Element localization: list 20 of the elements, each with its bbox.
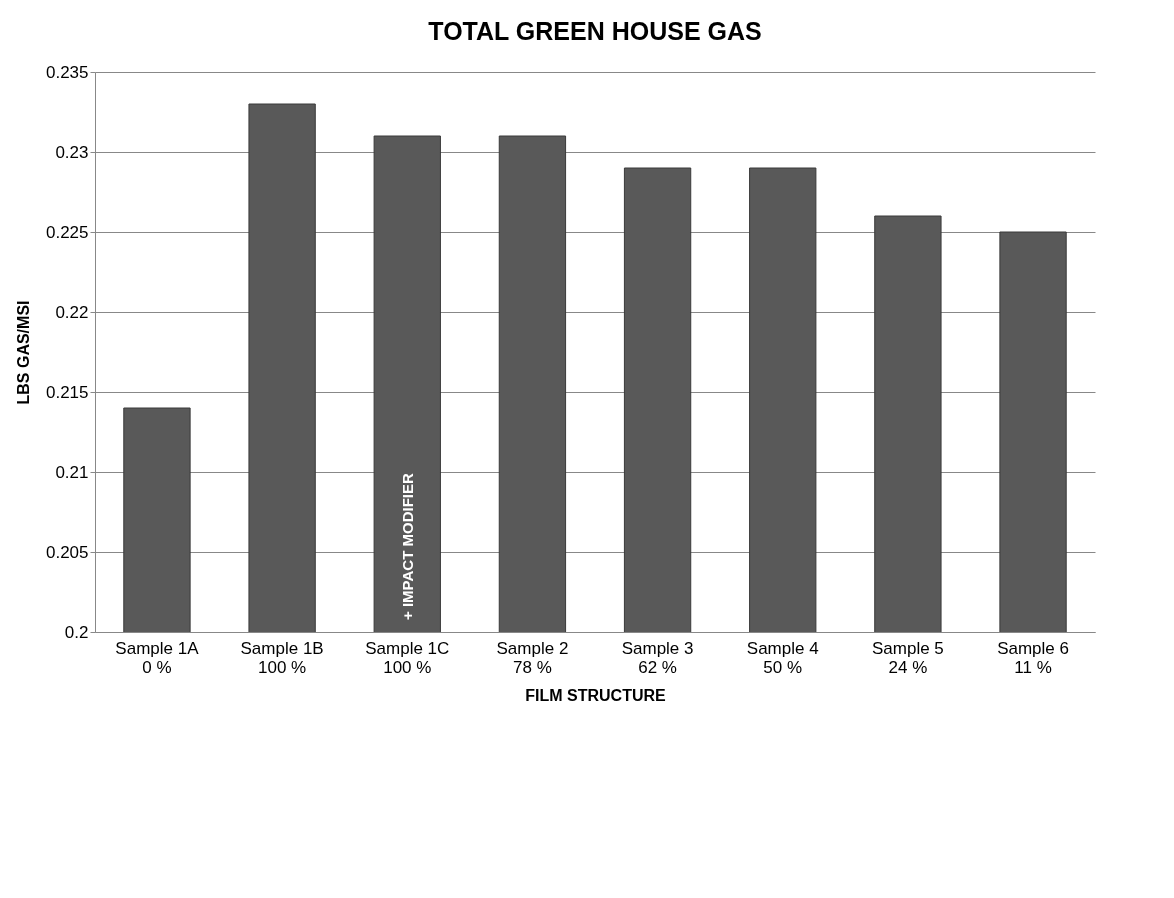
x-tick-label: Sample 1A 0 % [115,638,200,677]
y-tick-label: 0.23 [55,142,89,162]
y-tick-label: 0.21 [55,462,89,482]
y-tick-label: 0.2 [64,622,89,642]
x-tick-label: Sample 1C 100 % [365,638,450,677]
y-tick-label: 0.22 [55,302,89,322]
x-tick-label: Sample 3 62 % [621,638,694,677]
x-tick-label: Sample 5 24 % [871,638,944,677]
x-tick-label: Sample 1B 100 % [240,638,324,677]
y-tick-label: 0.235 [45,62,89,82]
x-axis-title: FILM STRUCTURE [525,686,667,704]
y-axis-title: LBS GAS/MSI [14,300,32,405]
x-tick-label: Sample 4 50 % [746,638,819,677]
chart-title: TOTAL GREEN HOUSE GAS [428,17,762,45]
y-tick-label: 0.215 [45,382,89,402]
x-tick-label: Sample 2 78 % [496,638,569,677]
x-tick-label: Sample 6 11 % [997,638,1069,677]
y-tick-label: 0.225 [45,222,89,242]
y-tick-label: 0.205 [45,542,89,562]
annotation: + IMPACT MODIFIER [398,473,416,620]
